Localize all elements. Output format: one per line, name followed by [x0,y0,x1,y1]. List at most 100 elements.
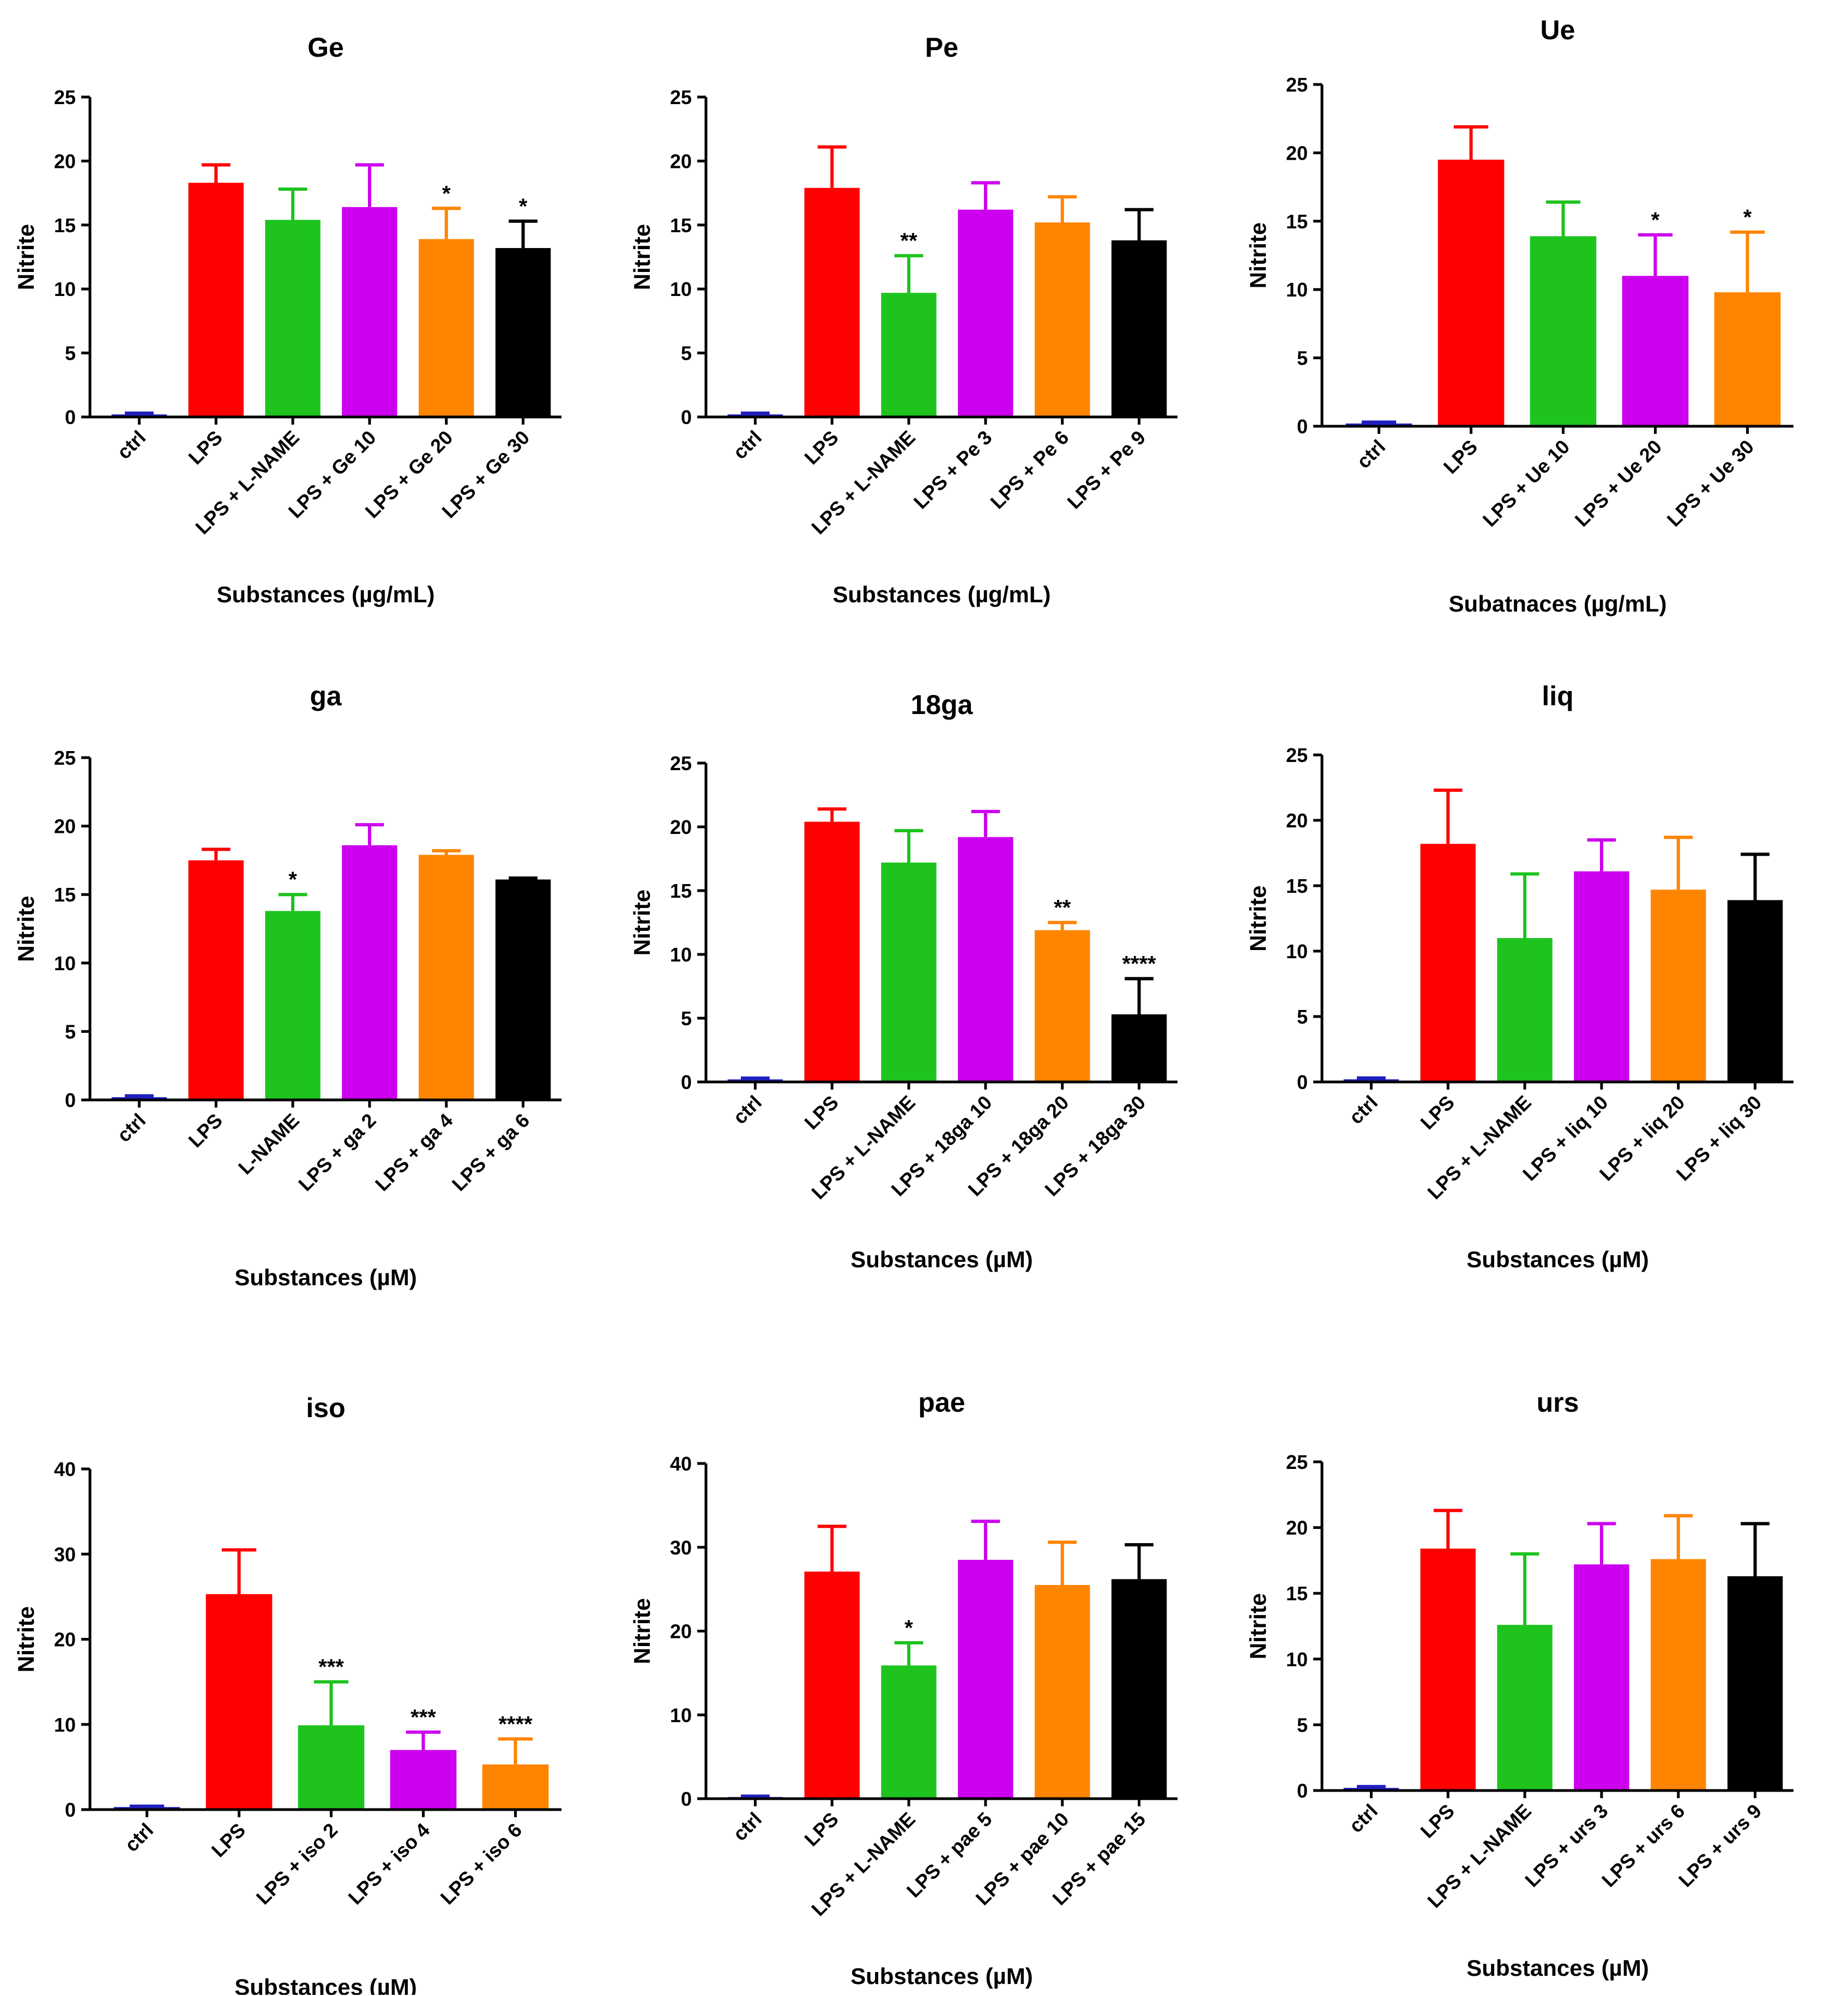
y-tick-label: 15 [1286,875,1308,897]
x-tick-label: LPS [800,1091,842,1134]
x-tick-label: ctrl [728,1091,766,1129]
y-tick-label: 25 [54,86,76,108]
significance-label: **** [498,1712,533,1736]
significance-label: *** [410,1705,436,1729]
x-tick-label: LPS + Pe 9 [1062,426,1150,513]
bar-lps-liq-10 [1574,871,1629,1082]
bar-lps-iso-6 [482,1764,549,1810]
y-axis-label: Nitrite [13,1606,39,1672]
chart-title: urs [1537,1387,1579,1418]
chart-title: Ge [307,32,344,63]
bar-lps [804,1571,860,1799]
x-tick-label: LPS [1416,1091,1458,1134]
significance-label: **** [1122,952,1156,976]
x-tick-label: L-NAME [234,1109,304,1179]
bar-lps-iso-4 [390,1750,457,1810]
bar-lps-ge-30 [495,248,551,417]
bar-lps [188,183,244,417]
x-tick-label: LPS + Pe 6 [986,426,1073,513]
significance-label: * [519,195,528,219]
y-tick-label: 0 [65,406,76,428]
bar-lps [188,860,244,1100]
y-tick-label: 25 [54,747,76,769]
bar-lps [1438,159,1505,426]
y-tick-label: 15 [1286,1582,1308,1605]
x-tick-label: LPS + urs 3 [1520,1800,1612,1891]
chart-title: pae [918,1387,965,1418]
x-axis-label: Substances (µM) [850,1247,1033,1272]
chart-title: Pe [925,32,958,63]
bar-lps [804,821,860,1082]
y-tick-label: 15 [670,214,692,237]
y-axis-label: Nitrite [1245,222,1271,288]
y-tick-label: 25 [670,86,692,108]
bar-lps-l-name [881,862,937,1082]
bar-lps-ue-10 [1530,236,1597,426]
y-tick-label: 10 [54,1714,76,1736]
y-tick-label: 0 [681,1071,692,1093]
y-tick-label: 40 [670,1453,692,1475]
significance-label: ** [1054,896,1071,920]
chart-title: liq [1542,681,1573,711]
x-tick-label: LPS + ga 2 [294,1109,380,1195]
x-tick-label: LPS + ga 4 [371,1109,457,1195]
y-tick-label: 20 [1286,1517,1308,1539]
y-tick-label: 20 [54,815,76,838]
y-axis-label: Nitrite [629,224,655,290]
x-tick-label: LPS [1439,436,1482,478]
y-tick-label: 20 [54,1629,76,1651]
y-tick-label: 15 [54,214,76,237]
y-tick-label: 5 [681,342,692,365]
bar-lps-pe-6 [1035,222,1090,417]
chart-title: iso [306,1393,345,1423]
bar-lps-pe-9 [1111,240,1167,417]
bar-l-name [265,911,321,1100]
y-tick-label: 10 [670,1704,692,1726]
bar-lps-18ga-20 [1035,930,1090,1082]
bar-lps-urs-3 [1574,1564,1629,1791]
x-axis-label: Subatnaces (µg/mL) [1449,591,1667,616]
bar-lps-18ga-30 [1111,1014,1167,1082]
y-tick-label: 40 [54,1458,76,1480]
y-tick-label: 30 [54,1543,76,1565]
bar-lps-ga-2 [342,845,397,1100]
x-tick-label: ctrl [1344,1091,1382,1129]
chart-title: 18ga [911,689,974,720]
y-tick-label: 20 [54,150,76,172]
bar-ctrl [1345,423,1412,426]
bar-lps-pe-3 [958,209,1013,417]
y-axis-label: Nitrite [1245,1593,1271,1659]
chart-title: ga [310,681,342,711]
bar-lps-pae-15 [1111,1579,1167,1799]
x-tick-label: LPS + iso 6 [436,1819,527,1909]
y-tick-label: 5 [1297,1714,1308,1736]
y-axis-label: Nitrite [13,896,39,961]
bar-lps-liq-30 [1727,900,1783,1082]
significance-label: * [442,182,451,205]
x-tick-label: LPS [1416,1800,1458,1843]
x-tick-label: LPS + urs 6 [1597,1800,1689,1891]
significance-label: * [1743,205,1752,229]
y-tick-label: 0 [1297,1071,1308,1093]
y-tick-label: 0 [681,1788,692,1810]
chart-title: Ue [1541,15,1575,45]
x-tick-label: ctrl [1344,1800,1382,1837]
bar-lps-l-name [1497,938,1553,1082]
bar-lps-ue-20 [1622,276,1689,426]
bar-lps-l-name [1497,1625,1553,1791]
bar-lps-iso-2 [298,1725,365,1810]
y-axis-label: Nitrite [629,1598,655,1664]
y-tick-label: 15 [670,880,692,902]
chart-panel-iso: iso Nitrite ctrl LPS *** LPS + iso 2 *** LPS + … [13,1393,561,1995]
y-tick-label: 0 [1297,415,1308,438]
x-tick-label: LPS + Ue 10 [1478,436,1574,531]
y-tick-label: 5 [65,342,76,365]
significance-label: * [904,1616,913,1640]
x-tick-label: LPS [800,1808,842,1851]
bar-lps-ga-4 [419,855,474,1100]
